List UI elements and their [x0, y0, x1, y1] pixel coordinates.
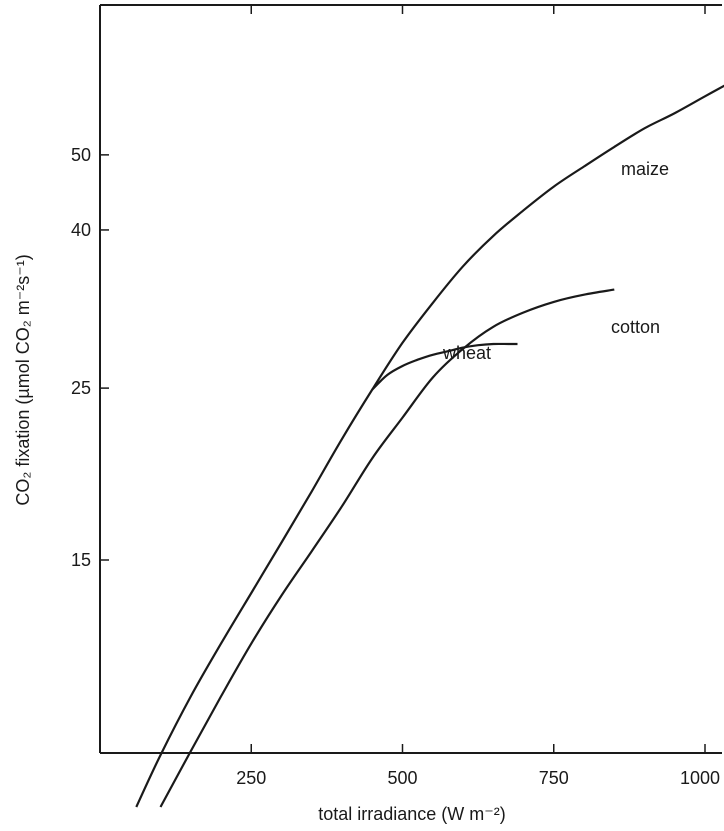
y-tick-label: 25 — [71, 378, 91, 398]
y-tick-label: 50 — [71, 145, 91, 165]
x-axis-title: total irradiance (W m⁻²) — [318, 804, 506, 824]
y-tick-label: 15 — [71, 550, 91, 570]
series-label-maize: maize — [621, 159, 669, 179]
series-line-wheat — [371, 342, 518, 391]
y-axis-title: CO₂ fixation (µmol CO₂ m⁻²s⁻¹) — [13, 254, 33, 505]
x-tick-label: 750 — [539, 768, 569, 788]
x-tick-label: 250 — [236, 768, 266, 788]
y-tick-label: 40 — [71, 220, 91, 240]
series-group — [135, 84, 724, 808]
series-line-cotton — [159, 288, 615, 808]
x-axis-ticks: 250 500 750 1000 — [236, 5, 720, 788]
x-tick-label: 1000 — [680, 768, 720, 788]
x-tick-label: 500 — [387, 768, 417, 788]
series-labels: maize wheat cotton — [442, 159, 669, 363]
series-line-maize — [135, 84, 724, 808]
y-axis-ticks: 15 25 40 50 — [71, 145, 109, 570]
series-label-cotton: cotton — [611, 317, 660, 337]
plot-frame — [99, 4, 722, 754]
series-label-wheat: wheat — [442, 343, 491, 363]
